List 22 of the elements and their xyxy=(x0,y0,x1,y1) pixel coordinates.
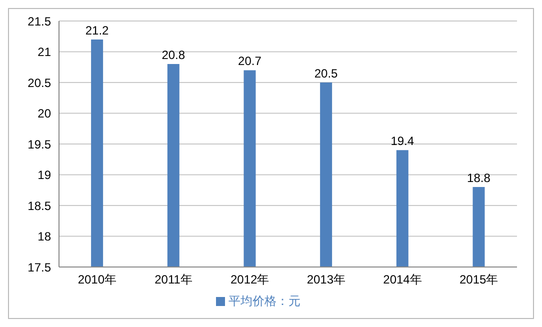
y-tick-label: 21 xyxy=(38,45,52,60)
y-tick-label: 18.5 xyxy=(28,198,52,213)
y-tick-label: 20.5 xyxy=(28,76,52,90)
y-tick-label: 19.5 xyxy=(28,137,52,152)
data-label: 20.8 xyxy=(162,48,186,62)
data-label: 20.5 xyxy=(314,66,338,80)
y-tick-label: 20 xyxy=(38,106,52,121)
x-tick-label: 2011年 xyxy=(154,272,192,287)
data-label: 18.8 xyxy=(467,171,491,186)
x-tick-label: 2012年 xyxy=(230,272,270,287)
y-tick-label: 21.5 xyxy=(28,14,52,28)
y-tick-label: 19 xyxy=(38,168,52,182)
x-tick-label: 2015年 xyxy=(459,272,498,287)
y-tick-label: 17.5 xyxy=(28,260,52,274)
y-tick-label: 18 xyxy=(38,230,52,244)
x-tick-label: 2013年 xyxy=(306,272,346,287)
data-label: 20.7 xyxy=(238,54,262,68)
legend-label: 平均价格：元 xyxy=(228,294,300,308)
data-label: 19.4 xyxy=(390,134,414,148)
x-tick-label: 2010年 xyxy=(78,272,117,287)
x-tick-label: 2014年 xyxy=(383,272,422,287)
data-label: 21.2 xyxy=(85,23,110,38)
